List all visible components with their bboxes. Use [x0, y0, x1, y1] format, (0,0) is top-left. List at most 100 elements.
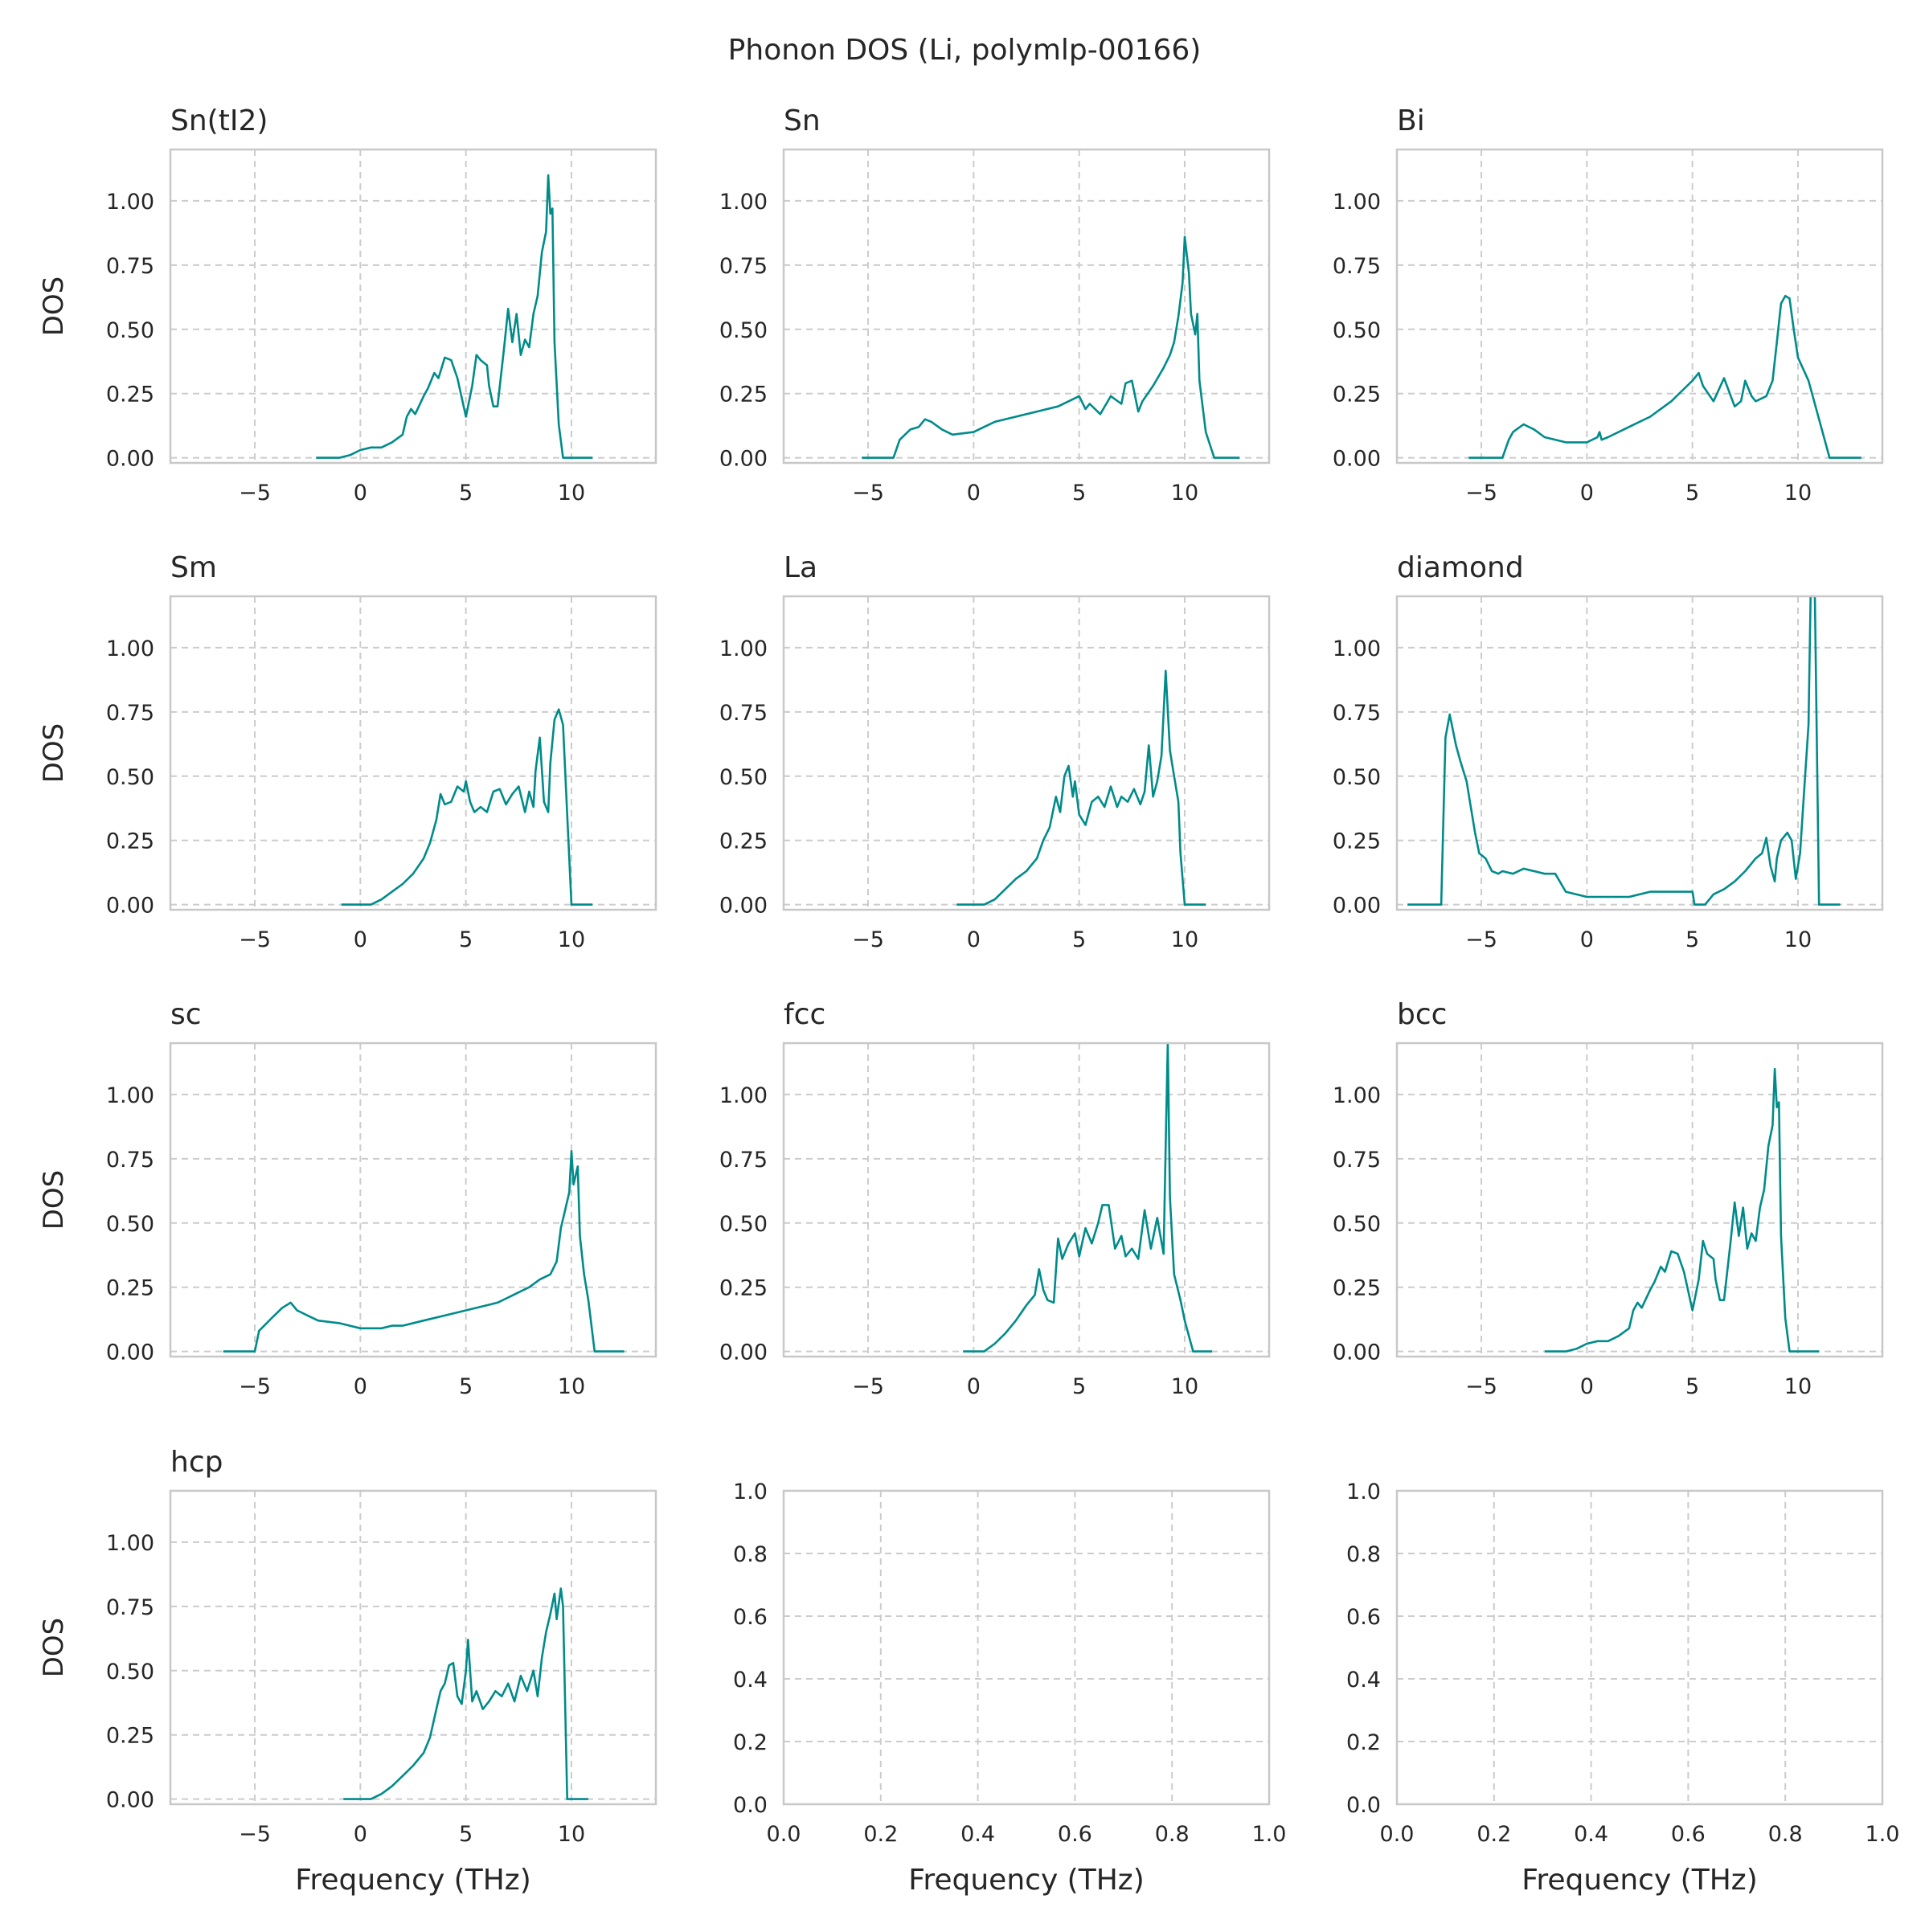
y-tick-label: 0.25: [106, 1724, 154, 1749]
x-tick-label: 0.6: [1671, 1822, 1706, 1847]
x-tick-label: 0: [1580, 1374, 1594, 1399]
x-tick-label: 0.0: [1380, 1822, 1415, 1847]
y-tick-label: 0.6: [1346, 1605, 1381, 1630]
y-tick-label: 1.0: [733, 1480, 768, 1504]
figure-title: Phonon DOS (Li, polymlp-00166): [728, 34, 1202, 67]
panel-title: diamond: [1397, 551, 1524, 584]
y-tick-label: 0.2: [1346, 1730, 1381, 1755]
series-line: [341, 708, 593, 906]
y-tick-label: 0.50: [719, 765, 768, 790]
x-tick-label: 0.6: [1058, 1822, 1092, 1847]
x-tick-label: 5: [459, 1374, 473, 1399]
y-tick-label: 0.50: [106, 1212, 154, 1237]
panel-title: hcp: [170, 1446, 223, 1479]
y-tick-label: 1.00: [719, 190, 768, 215]
series-line: [316, 174, 593, 459]
y-tick-label: 0.8: [733, 1542, 768, 1567]
x-axis-label: Frequency (THz): [295, 1864, 530, 1897]
x-axis-label: Frequency (THz): [1521, 1864, 1757, 1897]
y-tick-label: 0.50: [106, 765, 154, 790]
series-line: [223, 1150, 625, 1353]
y-tick-label: 1.00: [106, 1531, 154, 1556]
series-line: [963, 1042, 1213, 1353]
panel-title: Sn(tI2): [170, 104, 268, 137]
x-tick-label: 5: [1072, 927, 1086, 952]
y-tick-label: 0.50: [1333, 318, 1381, 343]
y-tick-label: 0.75: [719, 1148, 768, 1173]
x-tick-label: 0.4: [1574, 1822, 1608, 1847]
x-tick-label: 5: [1685, 481, 1699, 506]
panel-title: La: [784, 551, 817, 584]
y-tick-label: 0.4: [733, 1668, 768, 1693]
x-tick-label: 1.0: [1866, 1822, 1900, 1847]
y-axis-label: DOS: [38, 1618, 70, 1678]
axes-frame: [169, 148, 657, 465]
x-tick-label: 0: [967, 1374, 981, 1399]
y-tick-label: 0.75: [1333, 254, 1381, 279]
y-tick-label: 0.6: [733, 1605, 768, 1630]
x-tick-label: 0: [967, 927, 981, 952]
axes-frame: [1395, 595, 1884, 911]
x-tick-label: −5: [239, 481, 271, 506]
y-tick-label: 0.75: [106, 1595, 154, 1620]
x-tick-label: −5: [852, 927, 884, 952]
panel-9: −5 0 5 10 0.00 0.25 0.50 0.75 1.00 hcp DOS Frequenc…: [38, 1446, 657, 1897]
x-tick-label: 5: [1072, 481, 1086, 506]
series-line: [343, 1587, 588, 1800]
panel-3: −5 0 5 10 0.00 0.25 0.50 0.75 1.00 Sm DOS: [38, 551, 657, 952]
y-tick-label: 0.0: [733, 1793, 768, 1818]
x-tick-label: 5: [1685, 1374, 1699, 1399]
y-tick-label: 0.75: [106, 701, 154, 726]
x-tick-label: 5: [459, 1822, 473, 1847]
x-tick-label: 5: [1072, 1374, 1086, 1399]
axes-frame: [169, 595, 657, 911]
series-line: [862, 235, 1240, 459]
axes-frame: [169, 1489, 657, 1806]
axes-frame: [782, 595, 1271, 911]
panel-8: −5 0 5 10 0.00 0.25 0.50 0.75 1.00 bcc: [1333, 998, 1884, 1399]
y-tick-label: 0.75: [719, 254, 768, 279]
panel-1: −5 0 5 10 0.00 0.25 0.50 0.75 1.00 Sn: [719, 104, 1271, 506]
panel-title: Sn: [784, 104, 821, 137]
x-tick-label: −5: [852, 1374, 884, 1399]
x-tick-label: 0.0: [767, 1822, 801, 1847]
y-tick-label: 0.25: [106, 1276, 154, 1301]
x-tick-label: 5: [459, 927, 473, 952]
y-tick-label: 0.25: [1333, 829, 1381, 854]
x-tick-label: 10: [1784, 927, 1812, 952]
y-tick-label: 1.00: [106, 190, 154, 215]
x-tick-label: 10: [1784, 481, 1812, 506]
y-tick-label: 0.50: [106, 1660, 154, 1684]
panel-10: 0.0 0.2 0.4 0.6 0.8 1.0 0.0 0.2 0.4 0.6 0.8 1.0 Freq…: [733, 1480, 1286, 1897]
y-tick-label: 0.00: [719, 894, 768, 919]
x-tick-label: −5: [239, 927, 271, 952]
x-tick-label: 0.2: [1476, 1822, 1511, 1847]
y-tick-label: 0.00: [1333, 447, 1381, 472]
x-tick-label: 0.4: [960, 1822, 995, 1847]
y-tick-label: 0.00: [1333, 894, 1381, 919]
x-tick-label: 0: [354, 927, 367, 952]
panel-2: −5 0 5 10 0.00 0.25 0.50 0.75 1.00 Bi: [1333, 104, 1884, 506]
y-axis-label: DOS: [38, 1170, 70, 1230]
y-tick-label: 0.00: [106, 894, 154, 919]
axes-frame: [1395, 1489, 1884, 1806]
y-tick-label: 1.00: [106, 1083, 154, 1108]
y-tick-label: 0.75: [719, 701, 768, 726]
series-line: [1407, 595, 1841, 906]
y-tick-label: 1.00: [106, 636, 154, 661]
x-tick-label: 10: [1171, 1374, 1198, 1399]
x-tick-label: 5: [1685, 927, 1699, 952]
y-tick-label: 0.75: [106, 254, 154, 279]
x-tick-label: 0: [1580, 481, 1594, 506]
x-tick-label: 0: [354, 1374, 367, 1399]
y-tick-label: 0.25: [106, 829, 154, 854]
x-tick-label: 0: [967, 481, 981, 506]
axes-frame: [1395, 1042, 1884, 1358]
x-tick-label: −5: [852, 481, 884, 506]
x-tick-label: 10: [558, 481, 585, 506]
y-tick-label: 0.75: [1333, 1148, 1381, 1173]
x-tick-label: 0.2: [863, 1822, 898, 1847]
y-tick-label: 0.25: [719, 829, 768, 854]
y-tick-label: 0.0: [1346, 1793, 1381, 1818]
